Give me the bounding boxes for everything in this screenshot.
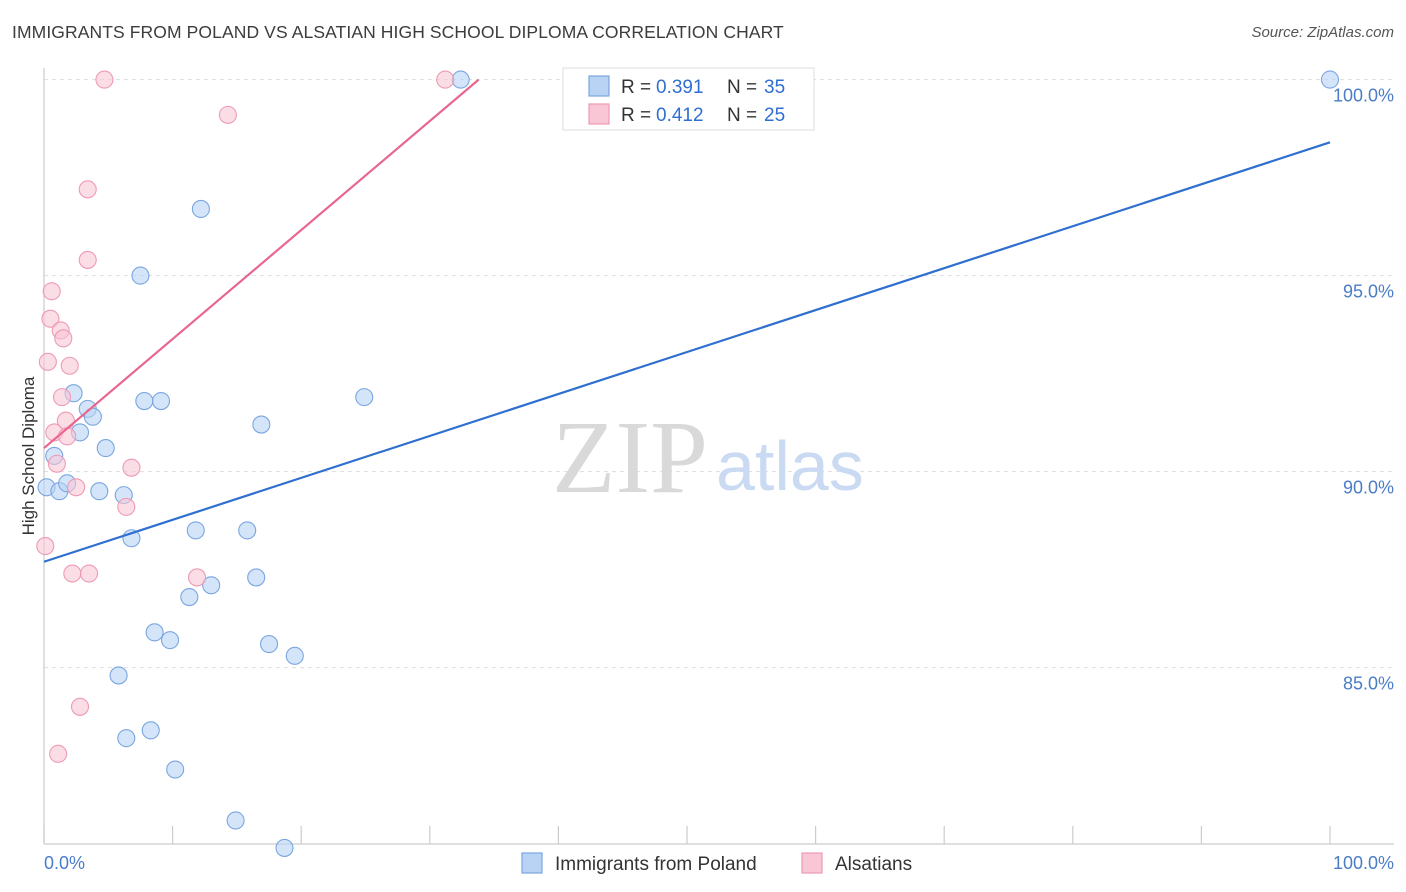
poland-point [141, 721, 160, 740]
legend-n-value-2: 25 [764, 105, 785, 126]
alsatian-point [36, 537, 55, 556]
alsatian-point [67, 478, 86, 497]
chart-title: IMMIGRANTS FROM POLAND VS ALSATIAN HIGH … [12, 22, 784, 42]
alsatian-point [49, 744, 68, 763]
alsatian-point [60, 356, 79, 375]
poland-point [180, 587, 199, 607]
bottom-legend-swatch-blue [521, 852, 543, 874]
alsatian-point [436, 70, 455, 89]
poland-point [259, 635, 279, 654]
poland-point [202, 576, 221, 595]
x-tick-label-max: 100.0% [1333, 853, 1394, 873]
y-tick-label: 85.0% [1343, 674, 1394, 694]
legend-n-value-1: 35 [764, 77, 785, 98]
poland-point [166, 760, 185, 779]
alsatian-point [78, 250, 97, 269]
grid-lines [44, 79, 1394, 669]
alsatian-point [122, 458, 141, 477]
bottom-legend-label-alsatians: Alsatians [835, 854, 912, 875]
alsatian-point [47, 454, 66, 473]
alsatian-point [70, 697, 90, 716]
x-tick-label-min: 0.0% [44, 853, 85, 873]
alsatian-point [38, 352, 57, 371]
bottom-legend-swatch-pink [801, 852, 823, 874]
trend-lines [43, 78, 1331, 563]
poland-point [151, 391, 171, 411]
poland-point [191, 199, 210, 219]
alsatian-point [187, 568, 207, 587]
poland-point [135, 391, 154, 411]
poland-point [90, 482, 109, 501]
y-axis-title: High School Diploma [19, 376, 38, 535]
poland-point [83, 407, 102, 426]
poland-point [252, 415, 271, 434]
poland-point [131, 266, 150, 285]
y-tick-label: 90.0% [1343, 478, 1394, 498]
alsatian-point [63, 564, 82, 583]
poland-point [275, 838, 294, 857]
alsatian-point [95, 70, 114, 89]
axes [43, 68, 1394, 845]
chart-source: Source: ZipAtlas.com [1251, 24, 1394, 41]
poland-point [285, 646, 304, 665]
poland-point [247, 568, 266, 587]
alsatian-point [78, 180, 97, 199]
y-tick-label: 100.0% [1333, 86, 1394, 106]
poland-point [160, 631, 180, 650]
legend-r-value-2: 0.412 [656, 105, 704, 126]
y-tick-labels: 85.0% 90.0% 95.0% 100.0% [1333, 86, 1394, 694]
watermark-atlas: atlas [716, 427, 864, 505]
legend-r-label-1: R = [621, 77, 651, 98]
poland-point [96, 439, 115, 458]
poland-point [451, 70, 470, 89]
y-tick-label: 95.0% [1343, 282, 1394, 302]
legend-r-label-2: R = [621, 105, 651, 126]
alsatian-point [42, 282, 61, 301]
poland-point [186, 521, 205, 540]
watermark-zip: ZIP [552, 400, 708, 515]
alsatian-point [117, 497, 136, 516]
poland-point [145, 623, 164, 642]
alsatian-point [56, 411, 75, 430]
alsatian-point [41, 309, 60, 328]
legend-box: R = 0.391 N = 35 R = 0.412 N = 25 [562, 67, 815, 131]
bottom-legend-label-poland: Immigrants from Poland [555, 854, 757, 875]
legend-swatch-blue [588, 75, 610, 97]
poland-point [355, 388, 374, 407]
poland-trend-line [43, 141, 1331, 563]
legend-r-value-1: 0.391 [656, 77, 704, 98]
alsatian-point [79, 564, 99, 583]
poland-point [109, 666, 128, 685]
poland-point [1320, 70, 1340, 89]
alsatian-trend-line [43, 78, 480, 449]
alsatian-point [218, 105, 237, 124]
poland-point [238, 521, 257, 540]
alsatian-point [54, 329, 73, 348]
data-points [36, 70, 1340, 857]
legend-swatch-pink [588, 103, 610, 125]
legend-n-label-1: N = [727, 77, 757, 98]
alsatian-point [58, 427, 77, 446]
bottom-legend: Immigrants from Poland Alsatians [521, 852, 912, 875]
alsatian-point [52, 388, 72, 407]
poland-point [226, 811, 245, 830]
legend-n-label-2: N = [727, 105, 757, 126]
watermark: ZIP atlas [552, 400, 864, 515]
poland-point [117, 729, 136, 748]
